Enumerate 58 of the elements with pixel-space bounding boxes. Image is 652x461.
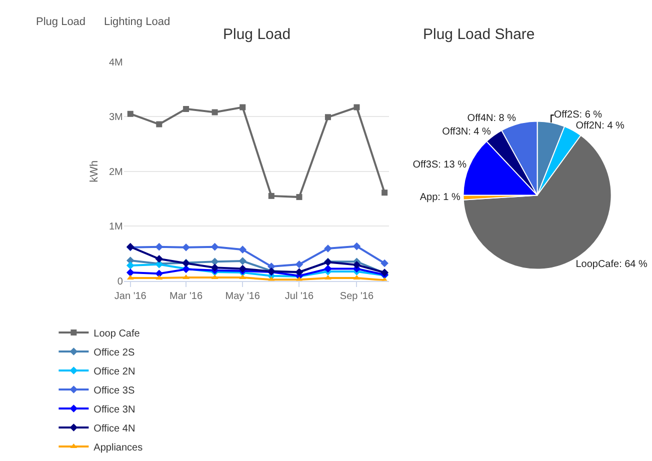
slice-label: App: 1 % — [420, 192, 461, 204]
point — [182, 274, 190, 279]
slice-label: Off4N: 8 % — [467, 112, 516, 124]
x-tick-label: Jul '16 — [284, 290, 314, 302]
point — [126, 262, 134, 270]
point — [238, 257, 247, 265]
point — [126, 268, 134, 276]
legend-label: Appliances — [94, 442, 143, 454]
point — [380, 259, 388, 268]
chart-title: Plug Load — [223, 26, 291, 43]
point — [354, 104, 360, 110]
point — [182, 243, 190, 252]
point — [155, 242, 164, 251]
point — [240, 104, 246, 110]
slice-label: LoopCafe: 64 % — [576, 258, 648, 270]
text: Lighting Load — [104, 16, 170, 28]
point — [295, 260, 304, 268]
point — [324, 275, 332, 280]
point — [156, 121, 162, 128]
x-tick-label: Jan '16 — [114, 290, 147, 302]
point — [268, 192, 274, 199]
point — [324, 244, 332, 252]
y-tick-label: 3M — [108, 112, 123, 124]
point — [210, 242, 219, 251]
point — [382, 190, 388, 196]
x-tick-label: May '16 — [225, 290, 260, 302]
y-tick-label: 4M — [108, 57, 123, 68]
point — [183, 106, 190, 112]
chart-title: Plug Load Share — [423, 26, 535, 43]
y-axis-title: kWh — [88, 160, 101, 182]
slice-label: Off2N: 4 % — [576, 120, 625, 132]
point — [212, 109, 218, 116]
y-tick-label: 2M — [108, 166, 123, 178]
slice-label: Off3S: 13 % — [412, 159, 467, 170]
legend-label: Office 4N — [94, 423, 136, 434]
legend-label: Loop Cafe — [94, 328, 140, 340]
point — [352, 260, 361, 269]
point — [210, 258, 219, 266]
y-tick-label: 0 — [117, 276, 124, 288]
x-tick-label: Mar '16 — [170, 290, 203, 302]
legend-label: Office 2S — [94, 347, 135, 358]
point — [324, 264, 332, 273]
slice-label: Off2S: 6 % — [554, 110, 602, 121]
y-tick-label: 1M — [108, 222, 123, 233]
legend-label: Office 3S — [94, 385, 135, 396]
point — [210, 264, 219, 272]
legend-label: Office 3N — [94, 404, 136, 416]
point — [238, 246, 247, 254]
x-tick-label: Sep '16 — [340, 290, 374, 302]
slice-label: Off3N: 4 % — [442, 126, 492, 138]
point — [296, 194, 302, 200]
text: Plug Load — [36, 16, 86, 28]
point — [324, 114, 331, 120]
legend-label: Office 2N — [94, 366, 136, 378]
point — [238, 264, 247, 273]
point — [352, 242, 361, 250]
point — [155, 254, 164, 263]
point — [127, 110, 134, 117]
